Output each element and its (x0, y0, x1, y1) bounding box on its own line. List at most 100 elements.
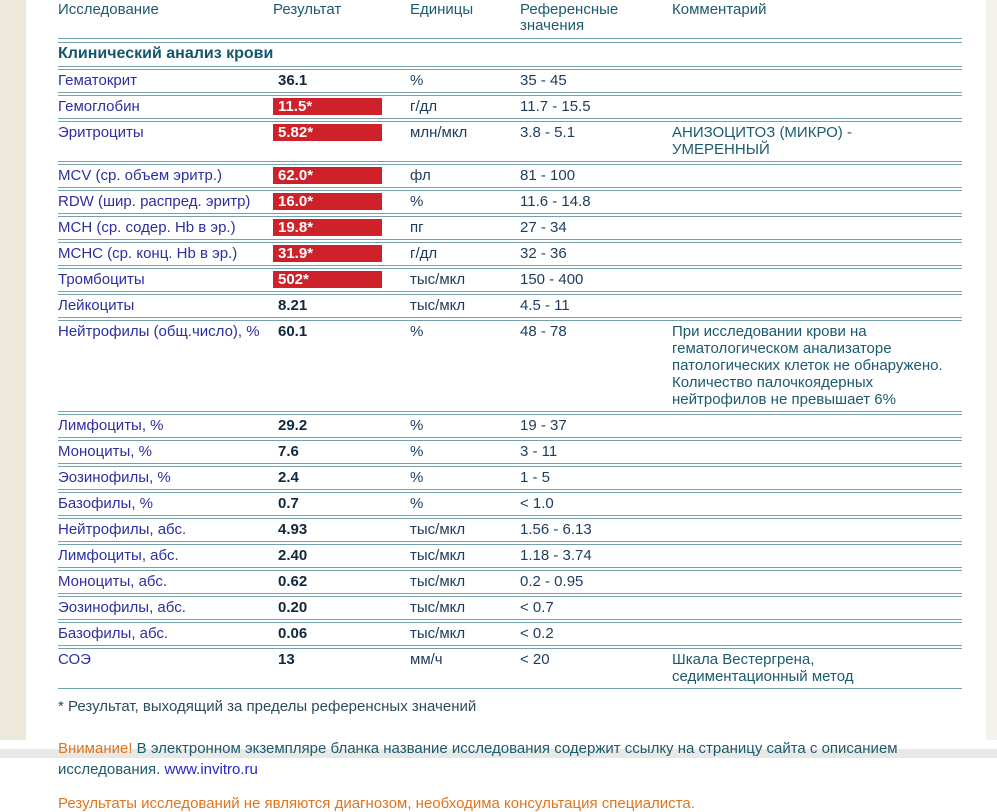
test-name-link[interactable]: MCV (ср. объем эритр.) (58, 167, 223, 184)
column-header-reference: Референсные значения (520, 1, 619, 34)
table-row: Нейтрофилы, абс. 4.93 тыс/мкл 1.56 - 6.1… (58, 518, 962, 542)
reference-range: < 1.0 (520, 495, 554, 512)
test-name-link[interactable]: Лейкоциты (58, 297, 135, 314)
test-name-link[interactable]: Эритроциты (58, 124, 144, 141)
result-value: 7.6 (278, 443, 299, 460)
results-table: Гематокрит 36.1 % 35 - 45 Гемоглобин 11.… (58, 69, 962, 689)
table-header-row: Исследование Результат Единицы Референсн… (58, 2, 962, 39)
test-name-link[interactable]: Лимфоциты, % (58, 417, 164, 434)
comment-text: АНИЗОЦИТОЗ (МИКРО) - УМЕРЕННЫЙ (672, 124, 852, 158)
test-name-link[interactable]: Гематокрит (58, 72, 137, 89)
comment-text (672, 98, 962, 115)
result-value: 62.0* (273, 167, 410, 184)
comment-text (672, 495, 962, 512)
test-name-link[interactable]: MCHC (ср. конц. Hb в эр.) (58, 245, 238, 262)
test-name-link[interactable]: Лимфоциты, абс. (58, 547, 179, 564)
result-value: 0.7 (278, 495, 299, 512)
page-right-margin-strip (986, 0, 997, 740)
table-row: Гемоглобин 11.5* г/дл 11.7 - 15.5 (58, 95, 962, 119)
table-row: Гематокрит 36.1 % 35 - 45 (58, 69, 962, 93)
result-value: 2.40 (278, 547, 308, 564)
result-value: 4.93 (278, 521, 308, 538)
units-value: % (410, 495, 424, 512)
reference-range: 3 - 11 (520, 443, 558, 460)
table-row: Базофилы, % 0.7 % < 1.0 (58, 492, 962, 516)
units-value: тыс/мкл (410, 573, 466, 590)
test-name-link[interactable]: Моноциты, абс. (58, 573, 168, 590)
table-row: Моноциты, абс. 0.62 тыс/мкл 0.2 - 0.95 (58, 570, 962, 594)
reference-range: < 20 (520, 651, 550, 668)
reference-range: 27 - 34 (520, 219, 567, 236)
table-row: MCV (ср. объем эритр.) 62.0* фл 81 - 100 (58, 164, 962, 188)
bottom-gray-bar (0, 749, 997, 758)
comment-text (672, 271, 962, 288)
table-row: Тромбоциты 502* тыс/мкл 150 - 400 (58, 268, 962, 292)
result-value: 0.06 (278, 625, 308, 642)
result-value: 36.1 (278, 72, 308, 89)
table-row: СОЭ 13 мм/ч < 20 Шкала Вестергрена, седи… (58, 648, 962, 689)
test-name-link[interactable]: Базофилы, абс. (58, 625, 169, 642)
comment-text (672, 599, 962, 616)
test-name-link[interactable]: RDW (шир. распред. эритр) (58, 193, 251, 210)
test-name-link[interactable]: Базофилы, % (58, 495, 153, 512)
reference-range: 11.6 - 14.8 (520, 193, 591, 210)
test-name-link[interactable]: Нейтрофилы (общ.число), % (58, 323, 260, 340)
units-value: % (410, 443, 424, 460)
result-value: 13 (278, 651, 295, 668)
table-row: Эритроциты 5.82* млн/мкл 3.8 - 5.1 АНИЗО… (58, 121, 962, 162)
table-row: MCHC (ср. конц. Hb в эр.) 31.9* г/дл 32 … (58, 242, 962, 266)
warning-paragraph: Внимание! В электронном экземпляре бланк… (58, 738, 962, 780)
comment-text (672, 625, 962, 642)
section-title: Клинический анализ крови (58, 42, 962, 67)
test-name-link[interactable]: Эозинофилы, абс. (58, 599, 186, 616)
page-left-margin-strip (0, 0, 26, 740)
test-name-link[interactable]: Эозинофилы, % (58, 469, 171, 486)
table-row: Эозинофилы, % 2.4 % 1 - 5 (58, 466, 962, 490)
reference-range: 81 - 100 (520, 167, 576, 184)
units-value: % (410, 193, 424, 210)
units-value: фл (410, 167, 431, 184)
units-value: тыс/мкл (410, 271, 466, 288)
reference-range: 32 - 36 (520, 245, 567, 262)
column-header-study: Исследование (58, 1, 159, 18)
test-name-link[interactable]: MCH (ср. содер. Hb в эр.) (58, 219, 236, 236)
comment-text (672, 297, 962, 314)
test-name-link[interactable]: Гемоглобин (58, 98, 140, 115)
result-value: 0.20 (278, 599, 308, 616)
units-value: г/дл (410, 98, 438, 115)
comment-text (672, 573, 962, 590)
table-row: RDW (шир. распред. эритр) 16.0* % 11.6 -… (58, 190, 962, 214)
comment-text (672, 547, 962, 564)
units-value: тыс/мкл (410, 599, 466, 616)
test-name-link[interactable]: СОЭ (58, 651, 91, 668)
column-header-result: Результат (273, 1, 342, 18)
comment-text (672, 469, 962, 486)
test-name-link[interactable]: Моноциты, % (58, 443, 152, 460)
comment-text (672, 443, 962, 460)
test-name-link[interactable]: Нейтрофилы, абс. (58, 521, 187, 538)
comment-text (672, 417, 962, 434)
result-value: 11.5* (273, 98, 410, 115)
reference-range: 4.5 - 11 (520, 297, 570, 314)
out-of-range-footnote: * Результат, выходящий за пределы рефере… (58, 698, 477, 715)
comment-text (672, 193, 962, 210)
units-value: мм/ч (410, 651, 443, 668)
result-value: 16.0* (273, 193, 410, 210)
comment-text (672, 521, 962, 538)
invitro-link[interactable]: www.invitro.ru (164, 761, 258, 778)
reference-range: 1.18 - 3.74 (520, 547, 592, 564)
table-row: MCH (ср. содер. Hb в эр.) 19.8* пг 27 - … (58, 216, 962, 240)
reference-range: 1 - 5 (520, 469, 551, 486)
comment-text (672, 72, 962, 89)
units-value: тыс/мкл (410, 521, 466, 538)
result-value: 31.9* (273, 245, 410, 262)
table-row: Эозинофилы, абс. 0.20 тыс/мкл < 0.7 (58, 596, 962, 620)
units-value: % (410, 323, 424, 340)
result-value: 5.82* (273, 124, 410, 158)
units-value: г/дл (410, 245, 438, 262)
table-row: Базофилы, абс. 0.06 тыс/мкл < 0.2 (58, 622, 962, 646)
test-name-link[interactable]: Тромбоциты (58, 271, 145, 288)
reference-range: 1.56 - 6.13 (520, 521, 592, 538)
result-value: 60.1 (278, 323, 308, 340)
units-value: тыс/мкл (410, 297, 466, 314)
